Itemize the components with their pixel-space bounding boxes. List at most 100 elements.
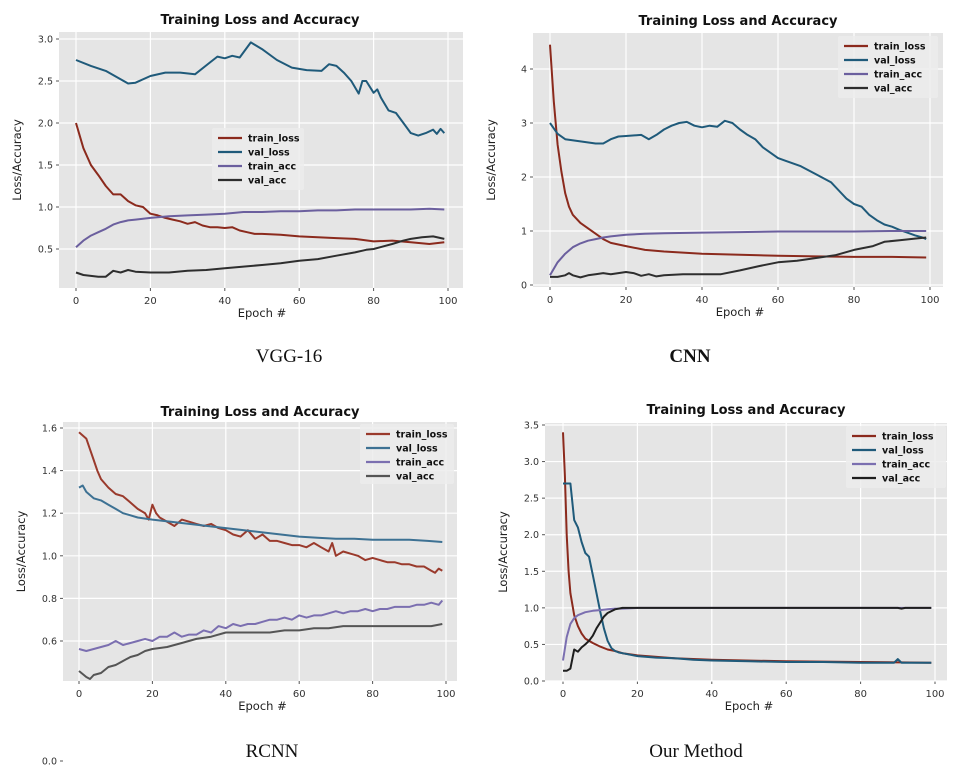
legend-label: val_loss [248, 148, 290, 159]
y-tick-label: 3.0 [38, 35, 53, 46]
y-tick-label: 3 [521, 119, 527, 130]
y-tick-label: 1.5 [38, 161, 53, 172]
legend-label: train_loss [882, 432, 934, 443]
y-tick-label: 0.0 [42, 757, 57, 768]
caption-our-method: Our Method [649, 741, 743, 762]
x-axis-label: Epoch # [238, 699, 287, 713]
x-tick-label: 20 [620, 295, 633, 306]
chart-vgg16: 0 20 40 60 80 100 0.5 1.0 1.5 2.0 2.5 3.0 Training L… [10, 13, 463, 320]
legend-box [846, 426, 946, 488]
legend: train_loss val_loss train_acc val_acc [212, 128, 304, 190]
x-tick-label: 80 [366, 689, 379, 700]
x-tick-label: 0 [547, 295, 553, 306]
legend-label: val_acc [248, 176, 286, 187]
x-tick-label: 80 [848, 295, 861, 306]
y-tick-label: 1.6 [42, 424, 57, 435]
series-val-acc [75, 235, 445, 278]
legend-label: train_loss [396, 430, 448, 441]
legend-label: val_acc [396, 472, 434, 483]
y-axis-label: Loss/Accuracy [14, 511, 28, 593]
series-val-loss [549, 119, 927, 241]
legend-label: val_loss [874, 56, 916, 67]
y-tick-label: 2.5 [38, 77, 53, 88]
y-tick-label: 2 [521, 173, 527, 184]
y-tick-label: 0.6 [42, 637, 57, 648]
x-axis-label: Epoch # [716, 305, 765, 319]
chart-rcnn: 0 20 40 60 80 100 0.0 0.6 0.8 1.0 1.2 1.4 1.6 Trainin… [14, 405, 457, 768]
series-train-acc [75, 207, 445, 249]
x-tick-label: 40 [219, 689, 232, 700]
x-tick-label: 40 [218, 296, 231, 307]
x-tick-label: 60 [780, 689, 793, 700]
x-tick-label: 100 [920, 295, 939, 306]
x-tick-label: 0 [76, 689, 82, 700]
y-tick-label: 3.0 [524, 457, 539, 468]
legend: train_loss val_loss train_acc val_acc [360, 424, 454, 484]
x-tick-label: 0 [73, 296, 79, 307]
y-tick-label: 1.0 [38, 203, 53, 214]
x-tick-label: 20 [144, 296, 157, 307]
x-tick-label: 60 [293, 689, 306, 700]
legend-label: train_loss [874, 42, 926, 53]
series-val-loss [75, 41, 446, 137]
y-tick-label: 0.5 [38, 245, 53, 256]
x-axis-label: Epoch # [725, 699, 774, 713]
y-tick-label: 0 [521, 281, 527, 292]
y-tick-label: 0.0 [524, 677, 539, 688]
x-tick-label: 60 [293, 296, 306, 307]
caption-cnn: CNN [669, 346, 711, 367]
series-train-acc [78, 599, 444, 652]
y-axis-label: Loss/Accuracy [10, 119, 24, 201]
x-tick-label: 100 [438, 296, 457, 307]
x-tick-label: 100 [925, 689, 944, 700]
chart-title: Training Loss and Accuracy [160, 405, 360, 420]
y-tick-label: 3.5 [524, 421, 539, 432]
y-tick-label: 2.0 [38, 119, 53, 130]
legend: train_loss val_loss train_acc val_acc [838, 36, 938, 98]
legend-label: train_acc [248, 162, 296, 173]
y-tick-label: 2.0 [524, 530, 539, 541]
x-tick-label: 20 [631, 689, 644, 700]
legend-box [360, 424, 454, 484]
series-val-acc [550, 236, 927, 279]
legend-label: val_loss [396, 444, 438, 455]
series-val-loss [563, 482, 932, 664]
x-tick-label: 80 [854, 689, 867, 700]
legend-label: val_acc [882, 474, 920, 485]
x-tick-label: 20 [146, 689, 159, 700]
series-train-loss [75, 122, 445, 245]
x-axis-label: Epoch # [238, 306, 287, 320]
legend-label: train_acc [882, 460, 930, 471]
series-train-loss [78, 431, 443, 574]
series-train-loss [549, 44, 927, 259]
caption-vgg16: VGG-16 [255, 346, 323, 367]
legend-box [838, 36, 938, 98]
series-val-loss [78, 484, 443, 543]
x-tick-label: 40 [696, 295, 709, 306]
y-tick-label: 0.5 [524, 640, 539, 651]
x-tick-label: 60 [772, 295, 785, 306]
y-tick-label: 1.5 [524, 567, 539, 578]
series-val-acc [563, 606, 932, 672]
x-tick-label: 80 [367, 296, 380, 307]
y-tick-label: 1.2 [42, 509, 57, 520]
series-train-acc [549, 230, 927, 276]
chart-ours: 0 20 40 60 80 100 0.0 0.5 1.0 1.5 2.0 2.5 3.0 3.5 Trai… [496, 403, 947, 713]
y-tick-label: 1.0 [42, 551, 57, 562]
chart-title: Training Loss and Accuracy [160, 13, 360, 28]
y-tick-label: 2.5 [524, 494, 539, 505]
legend-label: val_acc [874, 84, 912, 95]
y-tick-label: 4 [521, 65, 527, 76]
y-tick-label: 1 [521, 227, 527, 238]
y-tick-label: 0.8 [42, 594, 57, 605]
y-axis-label: Loss/Accuracy [496, 511, 510, 593]
legend: train_loss val_loss train_acc val_acc [846, 426, 946, 488]
series-val-acc [78, 623, 443, 680]
chart-title: Training Loss and Accuracy [646, 403, 846, 418]
legend-label: train_acc [396, 458, 444, 469]
y-tick-label: 1.0 [524, 603, 539, 614]
x-tick-label: 40 [705, 689, 718, 700]
legend-label: train_acc [874, 70, 922, 81]
caption-rcnn: RCNN [245, 741, 299, 762]
